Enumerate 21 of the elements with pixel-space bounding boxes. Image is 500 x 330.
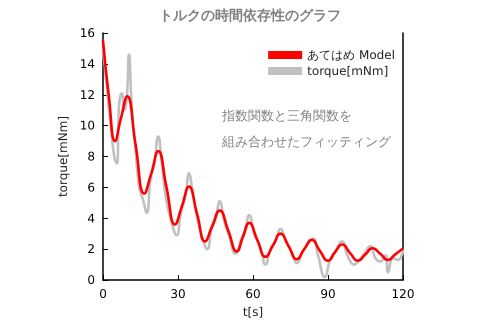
chart-title: トルクの時間依存性のグラフ xyxy=(159,8,341,24)
y-tick-label: 6 xyxy=(87,180,95,194)
x-axis-title: t[s] xyxy=(242,305,264,319)
y-tick-label: 14 xyxy=(80,56,95,71)
annotation: 指数関数と三角関数を xyxy=(221,109,352,124)
x-tick-label: 30 xyxy=(170,287,186,301)
x-tick-label: 90 xyxy=(320,287,336,301)
annotation: 組み合わせたフィッティング xyxy=(221,135,392,150)
y-tick-label: 16 xyxy=(80,26,95,40)
x-tick-label: 120 xyxy=(392,287,414,301)
y-tick-label: 10 xyxy=(80,118,95,133)
y-tick-label: 4 xyxy=(87,211,95,226)
y-tick-label: 0 xyxy=(87,273,95,287)
y-axis-title: torque[mNm] xyxy=(56,116,70,198)
y-tick-label: 2 xyxy=(87,242,95,256)
x-tick-label: 0 xyxy=(99,287,107,301)
legend-label: あてはめ Model xyxy=(307,48,395,62)
y-tick-label: 8 xyxy=(87,150,95,164)
y-tick-label: 12 xyxy=(80,88,95,102)
legend-label: torque[mNm] xyxy=(307,64,388,78)
x-tick-label: 60 xyxy=(245,287,261,301)
